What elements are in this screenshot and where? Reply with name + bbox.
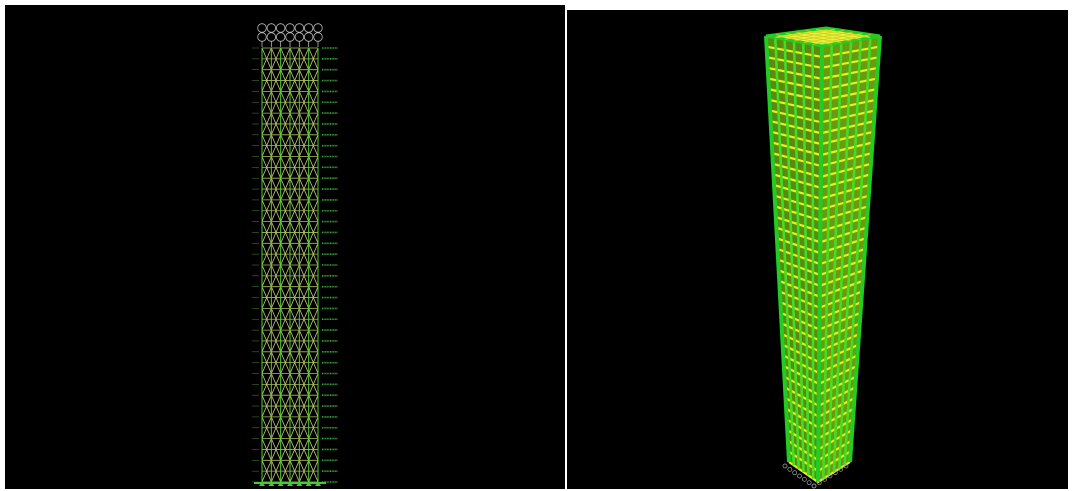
viewport-background xyxy=(5,5,565,489)
support xyxy=(792,470,798,476)
3d-view xyxy=(567,10,1068,489)
support xyxy=(806,480,812,486)
roof-beam xyxy=(812,34,872,45)
column xyxy=(843,37,872,466)
support xyxy=(827,473,833,479)
support xyxy=(816,480,822,486)
support xyxy=(843,463,849,469)
support xyxy=(801,476,807,482)
support xyxy=(277,482,284,486)
column xyxy=(848,35,882,463)
column xyxy=(774,37,796,466)
support xyxy=(296,482,303,486)
column xyxy=(838,39,862,469)
elevation-view xyxy=(5,5,565,489)
support xyxy=(287,482,293,486)
column xyxy=(811,44,815,479)
support xyxy=(259,482,265,486)
support xyxy=(315,482,321,486)
support xyxy=(832,470,838,476)
support xyxy=(787,466,793,472)
column xyxy=(764,35,791,463)
column xyxy=(827,42,843,476)
column xyxy=(783,39,800,469)
support xyxy=(782,463,788,469)
column xyxy=(832,40,853,473)
support xyxy=(822,476,828,482)
support xyxy=(305,482,312,486)
support xyxy=(838,466,844,472)
support xyxy=(797,473,802,479)
column xyxy=(802,42,810,476)
column xyxy=(816,45,824,483)
column xyxy=(822,44,833,479)
support xyxy=(268,482,275,486)
column xyxy=(792,40,805,473)
support xyxy=(811,483,817,489)
